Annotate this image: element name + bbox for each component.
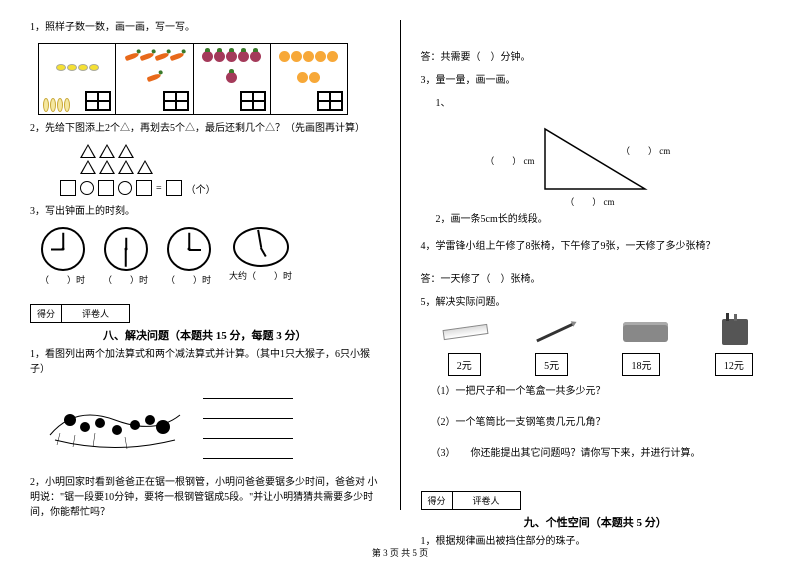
eq-sign: = [156, 183, 162, 194]
column-divider [400, 20, 401, 510]
triangle-row-1 [80, 144, 380, 158]
answer-blank-lines[interactable] [203, 385, 293, 465]
cell-beet [194, 44, 271, 114]
clock-label: （ ）时 [40, 273, 85, 286]
q8-1-text: 1，看图列出两个加法算式和两个减法算式并计算。（其中1只大猴子，6只小猴子） [30, 347, 380, 377]
prices-row: 2元 5元 18元 12元 [431, 353, 771, 376]
cell-orange [271, 44, 347, 114]
item-holder [713, 318, 758, 349]
counting-grid [38, 43, 348, 115]
clock-label: （ ）时 [166, 273, 211, 286]
score-box: 得分 评卷人 [30, 304, 130, 323]
clock-2: （ ）时 [103, 227, 148, 286]
price-ruler: 2元 [448, 353, 481, 376]
blank-square[interactable] [98, 180, 114, 196]
cell-carrot [116, 44, 193, 114]
case-icon [623, 322, 668, 342]
q5-sub1: （1）一把尺子和一个笔盒一共多少元？ [431, 384, 771, 399]
holder-icon [722, 319, 748, 345]
clock-label-approx: 大约（ ）时 [229, 269, 292, 282]
clock-4-oval: 大约（ ）时 [229, 227, 292, 286]
q3r-sub1: 1、 [436, 96, 771, 111]
score-section-9: 得分 评卷人 [421, 491, 771, 510]
clock-label: （ ）时 [103, 273, 148, 286]
grader-label: 评卷人 [453, 492, 520, 509]
blank-square[interactable] [136, 180, 152, 196]
answer-minutes: 答：共需要（ ）分钟。 [421, 50, 771, 65]
eq-unit: （个） [186, 181, 216, 196]
q2-text: 2，先给下图添上2个△，再划去5个△，最后还剩几个△？（先画图再计算） [30, 121, 380, 136]
cell-lemon [39, 44, 116, 114]
cm-label-hypotenuse: （ ） cm [621, 144, 670, 157]
clock-1: （ ）时 [40, 227, 85, 286]
score-section-8: 得分 评卷人 [30, 304, 380, 323]
page-footer: 第 3 页 共 5 页 [0, 546, 800, 559]
section-8-title: 八、解决问题（本题共 15 分，每题 3 分） [30, 327, 380, 343]
q8-2-text: 2，小明回家时看到爸爸正在锯一根钢管，小明问爸爸要锯多少时间，爸爸对 小明说："… [30, 475, 380, 520]
score-box: 得分 评卷人 [421, 491, 521, 510]
price-case: 18元 [622, 353, 660, 376]
q4-answer: 答：一天修了（ ）张椅。 [421, 272, 771, 287]
grader-label: 评卷人 [62, 305, 129, 322]
clocks-row: （ ）时 （ ）时 （ ）时 [40, 227, 380, 286]
q3r-text: 3，量一量，画一画。 [421, 73, 771, 88]
cm-label-bottom: （ ） cm [565, 195, 614, 208]
left-column: 1，照样子数一数，画一画，写一写。 [30, 20, 380, 530]
q4-text: 4，学雷锋小组上午修了8张椅，下午修了9张，一天修了多少张椅？ [421, 239, 771, 254]
item-pencil [533, 318, 578, 349]
blank-circle[interactable] [118, 181, 132, 195]
item-case [623, 318, 668, 349]
q3-text: 3，写出钟面上的时刻。 [30, 204, 380, 219]
monkey-figure-row [30, 385, 380, 465]
equation-row: = （个） [60, 180, 380, 196]
blank-square[interactable] [166, 180, 182, 196]
q5-text: 5，解决实际问题。 [421, 295, 771, 310]
blank-circle[interactable] [80, 181, 94, 195]
blank-square[interactable] [60, 180, 76, 196]
items-row [431, 318, 771, 349]
score-label: 得分 [422, 492, 453, 509]
section-9-title: 九、个性空间（本题共 5 分） [421, 514, 771, 530]
cm-label-left: （ ） cm [485, 154, 534, 167]
price-pencil: 5元 [535, 353, 568, 376]
score-label: 得分 [31, 305, 62, 322]
page-columns: 1，照样子数一数，画一画，写一写。 [30, 20, 770, 530]
q3r-sub2: 2，画一条5cm长的线段。 [436, 212, 771, 227]
monkey-illustration [45, 385, 185, 455]
triangle-row-2 [80, 160, 380, 174]
q5-sub3: （3） 你还能提出其它问题吗？请你写下来，并进行计算。 [431, 446, 771, 461]
triangle-measure: （ ） cm （ ） cm （ ） cm [525, 119, 665, 204]
right-column: 答：共需要（ ）分钟。 3，量一量，画一画。 1、 （ ） cm （ ） cm … [421, 20, 771, 530]
clock-3: （ ）时 [166, 227, 211, 286]
price-holder: 12元 [715, 353, 753, 376]
ruler-icon [442, 324, 488, 340]
item-ruler [443, 318, 488, 349]
q1-text: 1，照样子数一数，画一画，写一写。 [30, 20, 380, 35]
q5-sub2: （2）一个笔筒比一支钢笔贵几元几角？ [431, 415, 771, 430]
pencil-icon [537, 322, 575, 342]
